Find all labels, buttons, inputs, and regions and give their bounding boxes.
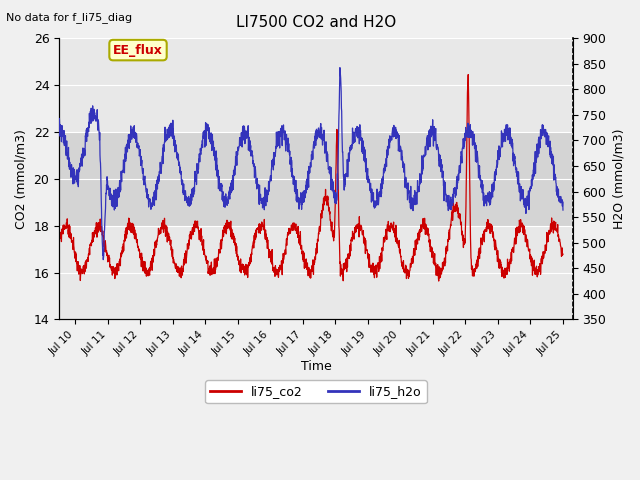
- Title: LI7500 CO2 and H2O: LI7500 CO2 and H2O: [236, 15, 396, 30]
- Bar: [59, 132, 573, 226]
- Text: No data for f_li75_diag: No data for f_li75_diag: [6, 12, 132, 23]
- Legend: li75_co2, li75_h2o: li75_co2, li75_h2o: [205, 380, 427, 403]
- Y-axis label: CO2 (mmol/m3): CO2 (mmol/m3): [15, 129, 28, 228]
- Y-axis label: H2O (mmol/m3): H2O (mmol/m3): [612, 129, 625, 229]
- Text: EE_flux: EE_flux: [113, 44, 163, 57]
- X-axis label: Time: Time: [301, 360, 332, 372]
